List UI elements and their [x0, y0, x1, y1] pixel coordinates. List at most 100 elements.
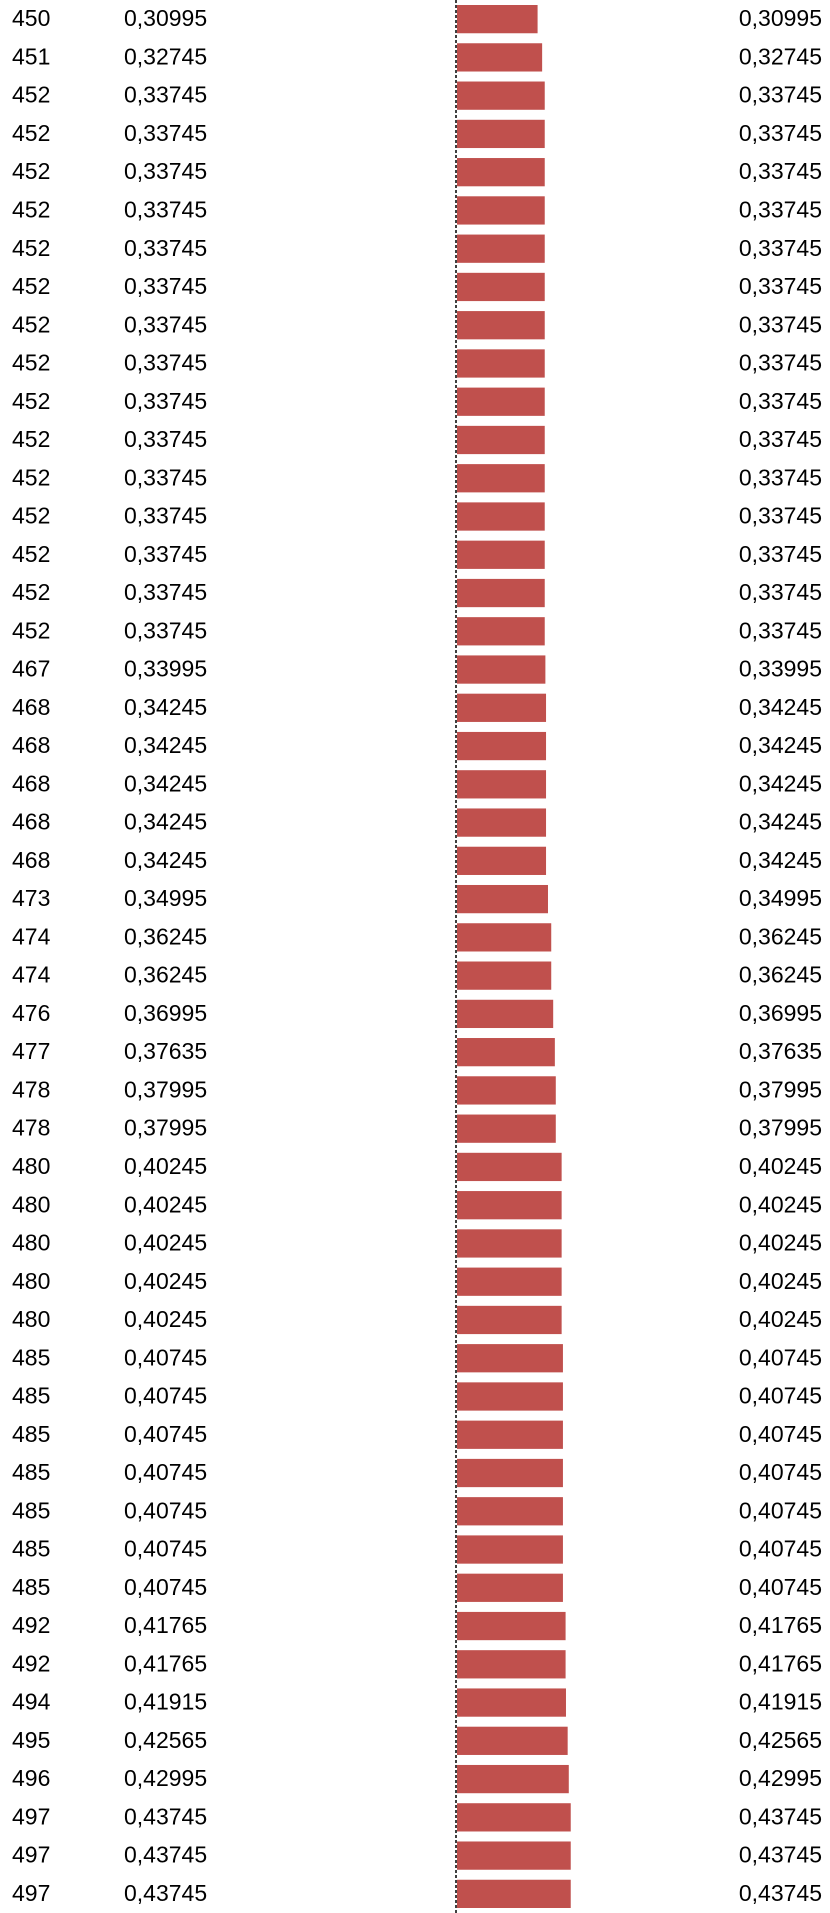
data-bar: [457, 540, 545, 569]
bar-value-cell: 0,33745: [739, 388, 822, 414]
bar-value-cell: 0,34245: [739, 732, 822, 758]
rank-cell: 468: [12, 770, 50, 796]
bar-value-cell: 0,40245: [739, 1191, 822, 1217]
data-bar: [457, 1305, 562, 1335]
rank-cell: 480: [12, 1191, 50, 1217]
rank-cell: 452: [12, 158, 50, 184]
rank-cell: 480: [12, 1268, 50, 1294]
value-cell: 0,40745: [124, 1383, 207, 1409]
bar-value-cell: 0,40245: [739, 1153, 822, 1179]
rank-cell: 452: [12, 273, 50, 299]
bar-value-cell: 0,33745: [739, 273, 822, 299]
rank-cell: 452: [12, 82, 50, 108]
bar-value-cell: 0,37995: [739, 1076, 822, 1102]
rank-cell: 452: [12, 350, 50, 376]
rank-cell: 452: [12, 388, 50, 414]
rank-cell: 492: [12, 1650, 50, 1676]
rank-cell: 476: [12, 1000, 50, 1026]
data-bar: [457, 5, 538, 34]
value-cell: 0,37635: [124, 1038, 207, 1064]
rank-cell: 480: [12, 1306, 50, 1332]
value-cell: 0,32745: [124, 43, 207, 69]
data-bar: [457, 272, 545, 302]
bar-value-cell: 0,41915: [739, 1689, 822, 1715]
data-bar: [457, 1382, 563, 1411]
value-cell: 0,33745: [124, 350, 207, 376]
bar-value-cell: 0,41765: [739, 1650, 822, 1676]
rank-cell: 485: [12, 1383, 50, 1409]
rank-cell: 467: [12, 656, 50, 682]
value-cell: 0,33745: [124, 541, 207, 567]
data-bar: [457, 1573, 563, 1602]
bar-value-cell: 0,33745: [739, 579, 822, 605]
value-cell: 0,40245: [124, 1230, 207, 1256]
bar-value-cell: 0,34245: [739, 847, 822, 873]
bar-value-cell: 0,34245: [739, 694, 822, 720]
data-bar: [457, 196, 545, 225]
value-cell: 0,40245: [124, 1306, 207, 1332]
value-cell: 0,33745: [124, 388, 207, 414]
data-bar: [457, 923, 552, 952]
data-bar: [457, 387, 545, 416]
rank-cell: 485: [12, 1421, 50, 1447]
rank-cell: 496: [12, 1765, 50, 1791]
rank-cell: 468: [12, 809, 50, 835]
bar-value-cell: 0,40745: [739, 1574, 822, 1600]
bar-value-cell: 0,40745: [739, 1344, 822, 1370]
rank-cell: 452: [12, 235, 50, 261]
data-bar: [457, 1420, 563, 1449]
value-cell: 0,41915: [124, 1689, 207, 1715]
rank-cell: 480: [12, 1230, 50, 1256]
bar-value-cell: 0,40745: [739, 1497, 822, 1523]
data-bar: [457, 617, 545, 646]
value-cell: 0,40245: [124, 1153, 207, 1179]
value-cell: 0,41765: [124, 1612, 207, 1638]
bar-value-cell: 0,36245: [739, 923, 822, 949]
value-cell: 0,33745: [124, 197, 207, 223]
rank-cell: 497: [12, 1842, 50, 1868]
value-cell: 0,33745: [124, 311, 207, 337]
value-cell: 0,33745: [124, 82, 207, 108]
value-cell: 0,40745: [124, 1497, 207, 1523]
rank-cell: 485: [12, 1344, 50, 1370]
bar-value-cell: 0,41765: [739, 1612, 822, 1638]
data-bar: [457, 1497, 563, 1526]
data-bar: [457, 1076, 556, 1105]
data-bar: [457, 502, 545, 531]
rank-cell: 473: [12, 885, 50, 911]
data-bar: [457, 234, 545, 263]
rank-cell: 452: [12, 120, 50, 146]
value-cell: 0,33745: [124, 426, 207, 452]
bar-value-cell: 0,36245: [739, 962, 822, 988]
bar-value-cell: 0,33745: [739, 235, 822, 261]
bar-value-cell: 0,43745: [739, 1803, 822, 1829]
bar-value-cell: 0,40745: [739, 1459, 822, 1485]
bar-value-cell: 0,40245: [739, 1230, 822, 1256]
data-bar: [457, 961, 552, 990]
value-cell: 0,33745: [124, 464, 207, 490]
value-cell: 0,34245: [124, 694, 207, 720]
bar-value-cell: 0,33745: [739, 120, 822, 146]
bar-value-cell: 0,33745: [739, 158, 822, 184]
data-bar: [457, 731, 547, 761]
value-cell: 0,36995: [124, 1000, 207, 1026]
rank-cell: 452: [12, 426, 50, 452]
bar-value-cell: 0,32745: [739, 43, 822, 69]
rank-cell: 492: [12, 1612, 50, 1638]
data-bar: [457, 1229, 562, 1258]
rank-cell: 452: [12, 311, 50, 337]
bar-value-cell: 0,33745: [739, 426, 822, 452]
data-bar: [457, 1611, 566, 1641]
value-cell: 0,40745: [124, 1344, 207, 1370]
value-cell: 0,42995: [124, 1765, 207, 1791]
bar-value-cell: 0,43745: [739, 1842, 822, 1868]
data-bar: [457, 1038, 555, 1067]
bar-value-cell: 0,33995: [739, 656, 822, 682]
data-bar: [457, 1764, 569, 1794]
rank-cell: 452: [12, 503, 50, 529]
rank-cell: 452: [12, 617, 50, 643]
rank-cell: 495: [12, 1727, 50, 1753]
value-cell: 0,33745: [124, 120, 207, 146]
data-bar: [457, 119, 545, 149]
rank-cell: 450: [12, 5, 50, 31]
